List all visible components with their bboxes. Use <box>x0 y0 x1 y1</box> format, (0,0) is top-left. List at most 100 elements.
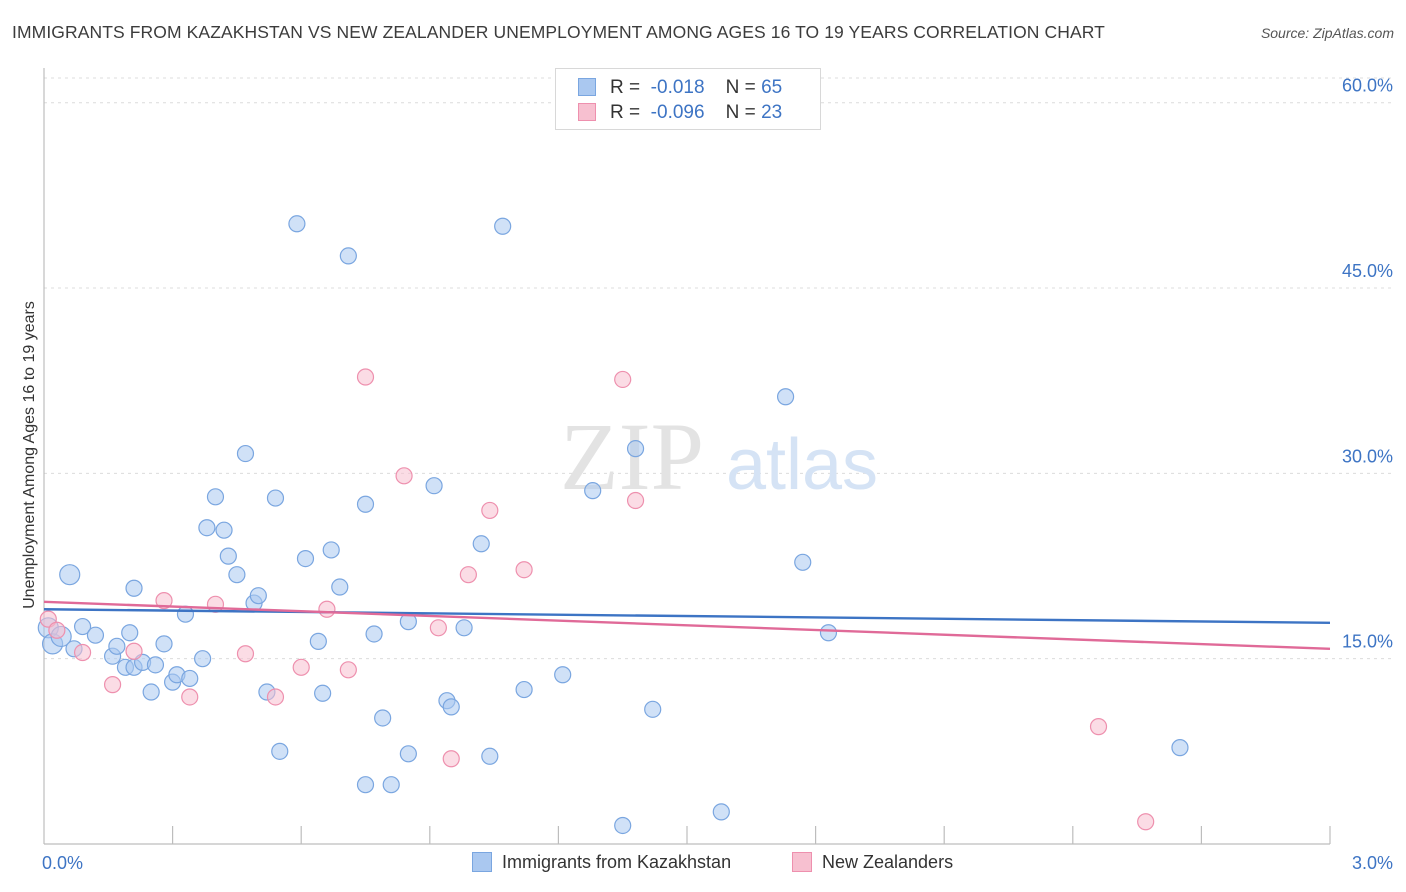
point-kazakhstan <box>176 605 195 623</box>
point-kazakhstan <box>266 489 285 507</box>
point-kazakhstan <box>271 742 289 760</box>
legend-swatch-pink <box>578 103 596 121</box>
point-kazakhstan <box>309 632 327 650</box>
gridlines <box>44 77 1394 660</box>
point-kazakhstan <box>356 776 375 794</box>
point-new-zealander <box>318 600 336 618</box>
point-new-zealander <box>429 619 447 637</box>
point-kazakhstan <box>339 247 357 265</box>
point-kazakhstan <box>494 217 512 235</box>
point-kazakhstan <box>236 444 255 463</box>
point-new-zealander <box>48 621 66 639</box>
point-new-zealander <box>181 688 199 706</box>
bottom-legend-swatch-blue <box>472 852 492 872</box>
point-new-zealander <box>236 645 255 663</box>
point-kazakhstan <box>819 624 838 642</box>
point-kazakhstan <box>584 482 602 500</box>
point-new-zealander <box>266 688 285 706</box>
point-new-zealander <box>481 501 499 520</box>
point-new-zealander <box>292 658 310 676</box>
point-kazakhstan <box>374 709 392 727</box>
point-new-zealander <box>339 661 357 679</box>
legend-r-label: R = <box>610 102 641 123</box>
point-new-zealander <box>1137 813 1155 831</box>
point-new-zealander <box>626 491 645 510</box>
y-tick-label: 45.0% <box>1342 261 1393 281</box>
point-kazakhstan <box>626 440 645 458</box>
point-kazakhstan <box>146 656 165 674</box>
point-kazakhstan <box>142 683 160 701</box>
legend-r-value: -0.018 <box>650 77 705 98</box>
point-kazakhstan <box>322 541 340 559</box>
bottom-legend-swatch-pink <box>792 852 812 872</box>
watermark-atlas: atlas <box>726 425 878 505</box>
point-kazakhstan <box>554 666 572 684</box>
point-kazakhstan <box>288 215 306 233</box>
legend-n-label: N = <box>725 102 756 123</box>
correlation-legend: R = -0.018 N = 65 R = -0.096 N = 23 <box>555 68 821 130</box>
point-new-zealander <box>125 642 143 660</box>
point-new-zealander <box>459 566 477 584</box>
point-new-zealander <box>155 592 173 610</box>
point-kazakhstan <box>296 550 315 568</box>
trend-line-new-zealanders <box>43 600 1331 650</box>
point-kazakhstan <box>314 684 332 702</box>
bottom-legend-label: Immigrants from Kazakhstan <box>502 852 732 872</box>
y-axis-title: Unemployment Among Ages 16 to 19 years <box>21 301 38 609</box>
point-kazakhstan <box>794 553 812 571</box>
watermark: ZIP atlas <box>560 403 878 510</box>
point-kazakhstan <box>155 635 173 653</box>
chart-title: IMMIGRANTS FROM KAZAKHSTAN VS NEW ZEALAN… <box>12 22 1105 42</box>
bottom-legend-label: New Zealanders <box>822 852 954 872</box>
point-kazakhstan <box>219 547 237 565</box>
point-new-zealander <box>73 643 92 662</box>
point-kazakhstan <box>425 477 443 495</box>
trend-line-kazakhstan <box>43 608 1331 625</box>
point-kazakhstan <box>442 698 460 716</box>
legend-row-new-zealanders: R = -0.096 N = 23 <box>578 102 782 126</box>
point-kazakhstan <box>125 579 143 597</box>
legend-row-kazakhstan: R = -0.018 N = 65 <box>578 77 782 101</box>
point-kazakhstan <box>215 521 233 539</box>
point-new-zealander <box>614 370 632 389</box>
point-kazakhstan <box>59 564 81 586</box>
bottom-legend-new-zealanders: New Zealanders <box>792 852 953 873</box>
point-kazakhstan <box>515 680 533 699</box>
x-tick-label: 3.0% <box>1352 853 1393 873</box>
source-credit: Source: ZipAtlas.com <box>1260 25 1394 41</box>
point-kazakhstan <box>644 700 662 718</box>
legend-r-value: -0.096 <box>650 102 705 123</box>
y-tick-label: 30.0% <box>1342 446 1393 466</box>
point-kazakhstan <box>249 587 267 605</box>
point-kazakhstan <box>1171 739 1189 757</box>
point-kazakhstan <box>712 803 730 821</box>
bottom-legend-kazakhstan: Immigrants from Kazakhstan <box>472 852 731 873</box>
point-kazakhstan <box>455 619 473 637</box>
point-kazakhstan <box>228 566 246 584</box>
point-new-zealander <box>356 368 375 386</box>
point-kazakhstan <box>399 745 417 763</box>
point-kazakhstan <box>121 624 139 642</box>
legend-n-label: N = <box>725 77 756 98</box>
axes <box>43 68 1331 845</box>
x-tick-label: 0.0% <box>42 853 83 873</box>
point-new-zealander <box>103 676 122 694</box>
point-kazakhstan <box>73 617 92 636</box>
point-kazakhstan <box>86 626 105 644</box>
point-kazakhstan <box>356 495 375 513</box>
legend-n-value: 23 <box>761 102 783 123</box>
point-kazakhstan <box>614 816 632 835</box>
point-kazakhstan <box>108 637 126 655</box>
point-kazakhstan <box>181 669 199 688</box>
y-tick-label: 60.0% <box>1342 76 1393 96</box>
point-kazakhstan <box>382 776 400 794</box>
point-kazakhstan <box>206 488 225 506</box>
point-new-zealander <box>442 750 460 768</box>
point-kazakhstan <box>331 578 349 596</box>
point-kazakhstan <box>365 625 383 643</box>
point-new-zealander <box>515 561 533 579</box>
watermark-zip: ZIP <box>560 403 704 510</box>
point-new-zealander <box>1089 718 1108 736</box>
series-kazakhstan-points <box>37 215 1189 835</box>
